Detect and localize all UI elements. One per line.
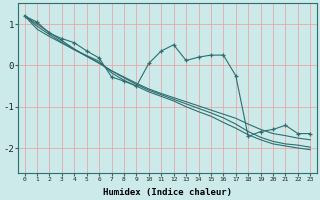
X-axis label: Humidex (Indice chaleur): Humidex (Indice chaleur) bbox=[103, 188, 232, 197]
